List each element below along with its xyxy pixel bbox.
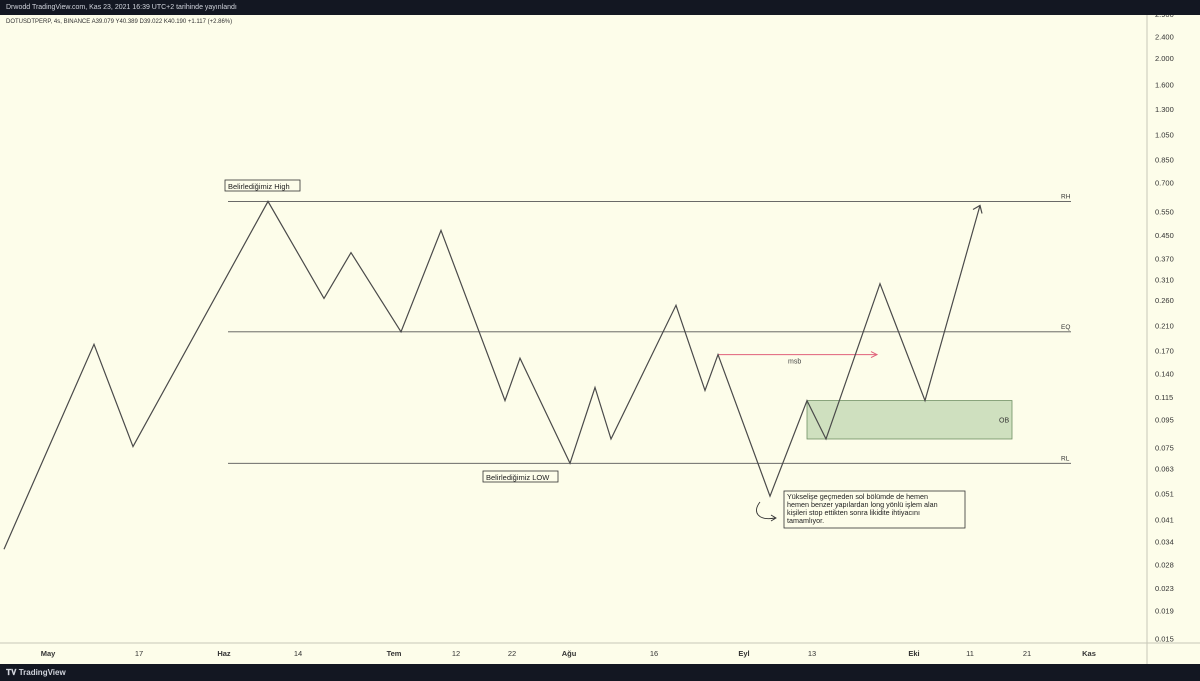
high-label-box[interactable]: Belirlediğimiz High	[224, 179, 301, 192]
time-tick-label: Eki	[908, 649, 919, 658]
high-label: Belirlediğimiz High	[228, 182, 290, 191]
logo-text: TradingView	[18, 668, 66, 677]
price-tick-label: 0.850	[1155, 156, 1174, 165]
price-tick-label: 0.041	[1155, 515, 1174, 524]
msb-label: msb	[788, 359, 801, 366]
low-label-box[interactable]: Belirlediğimiz LOW	[482, 470, 559, 483]
range-levels: RH EQ RL	[228, 193, 1071, 464]
time-tick-label: Kas	[1082, 649, 1096, 658]
time-tick-label: 13	[808, 649, 816, 658]
time-tick-label: 16	[650, 649, 658, 658]
chart-area[interactable]: DOTUSDTPERP, 4s, BINANCE A39.079 Y40.389…	[0, 10, 1200, 664]
time-tick-label: 21	[1023, 649, 1031, 658]
price-tick-label: 2.400	[1155, 33, 1174, 42]
time-tick-label: 22	[508, 649, 516, 658]
price-tick-label: 1.300	[1155, 105, 1174, 114]
price-axis[interactable]: 2.900 2.400 2.000 1.600 1.300 1.050 0.850 0.700…	[1155, 10, 1174, 644]
note-pointer-arrow	[756, 501, 776, 520]
msb-arrow-head	[870, 351, 879, 359]
time-tick-label: Tem	[387, 649, 402, 658]
note-line-2: hemen benzer yapılardan long yönlü işlem…	[787, 500, 938, 509]
time-tick-label: 12	[452, 649, 460, 658]
publish-info: Drwodd TradingView.com, Kas 23, 2021 16:…	[6, 4, 237, 11]
price-tick-label: 0.450	[1155, 231, 1174, 240]
note-box[interactable]: Yükselişe geçmeden sol bölümde de hemen …	[783, 490, 966, 529]
price-tick-label: 2.000	[1155, 54, 1174, 63]
price-tick-label: 0.063	[1155, 464, 1174, 473]
price-tick-label: 0.015	[1155, 635, 1174, 644]
price-tick-label: 0.140	[1155, 370, 1174, 379]
price-tick-label: 0.075	[1155, 444, 1174, 453]
time-tick-label: 17	[135, 649, 143, 658]
price-tick-label: 0.260	[1155, 296, 1174, 305]
price-tick-label: 0.051	[1155, 489, 1174, 498]
projection-arrow-head	[972, 204, 983, 214]
time-tick-label: May	[41, 649, 56, 658]
top-bar: Drwodd TradingView.com, Kas 23, 2021 16:…	[0, 0, 1200, 15]
time-tick-label: 14	[294, 649, 302, 658]
time-tick-label: 11	[966, 649, 974, 658]
ob-label: OB	[999, 417, 1009, 424]
price-tick-label: 0.210	[1155, 321, 1174, 330]
note-line-3: kişileri stop ettikten sonra likidite ih…	[787, 508, 920, 517]
price-tick-label: 0.370	[1155, 254, 1174, 263]
price-tick-label: 0.034	[1155, 537, 1174, 546]
time-tick-label: Ağu	[562, 649, 577, 658]
price-path-line[interactable]	[3, 200, 981, 550]
note-pointer-head	[770, 514, 777, 522]
price-tick-label: 2.900	[1155, 15, 1174, 19]
time-tick-label: Eyl	[738, 649, 749, 658]
price-tick-label: 0.095	[1155, 416, 1174, 425]
price-chart[interactable]: DOTUSDTPERP, 4s, BINANCE A39.079 Y40.389…	[0, 10, 1200, 664]
price-tick-label: 0.019	[1155, 607, 1174, 616]
low-label: Belirlediğimiz LOW	[486, 473, 550, 482]
time-tick-label: Haz	[217, 649, 231, 658]
price-tick-label: 0.310	[1155, 275, 1174, 284]
tradingview-logo[interactable]: 𝐓𝐕 TradingView	[6, 668, 66, 677]
note-line-1: Yükselişe geçmeden sol bölümde de hemen	[787, 492, 928, 501]
order-block-zone[interactable]	[806, 400, 1013, 440]
price-tick-label: 0.023	[1155, 584, 1174, 593]
time-axis[interactable]: May 17 Haz 14 Tem 12 22 Ağu 16 Eyl 13 Eki 11 21 Kas	[41, 649, 1096, 658]
level-label-rl: RL	[1061, 455, 1070, 462]
level-label-rh: RH	[1061, 193, 1071, 200]
price-tick-label: 0.700	[1155, 179, 1174, 188]
price-tick-label: 0.170	[1155, 347, 1174, 356]
price-tick-label: 1.600	[1155, 81, 1174, 90]
price-tick-label: 0.115	[1155, 393, 1173, 402]
bottom-bar: 𝐓𝐕 TradingView	[0, 664, 1200, 681]
note-line-4: tamamlıyor.	[787, 516, 824, 525]
price-tick-label: 0.550	[1155, 207, 1174, 216]
price-tick-label: 0.028	[1155, 561, 1174, 570]
symbol-legend: DOTUSDTPERP, 4s, BINANCE A39.079 Y40.389…	[6, 19, 232, 25]
price-tick-label: 1.050	[1155, 131, 1174, 140]
level-label-eq: EQ	[1061, 324, 1070, 331]
